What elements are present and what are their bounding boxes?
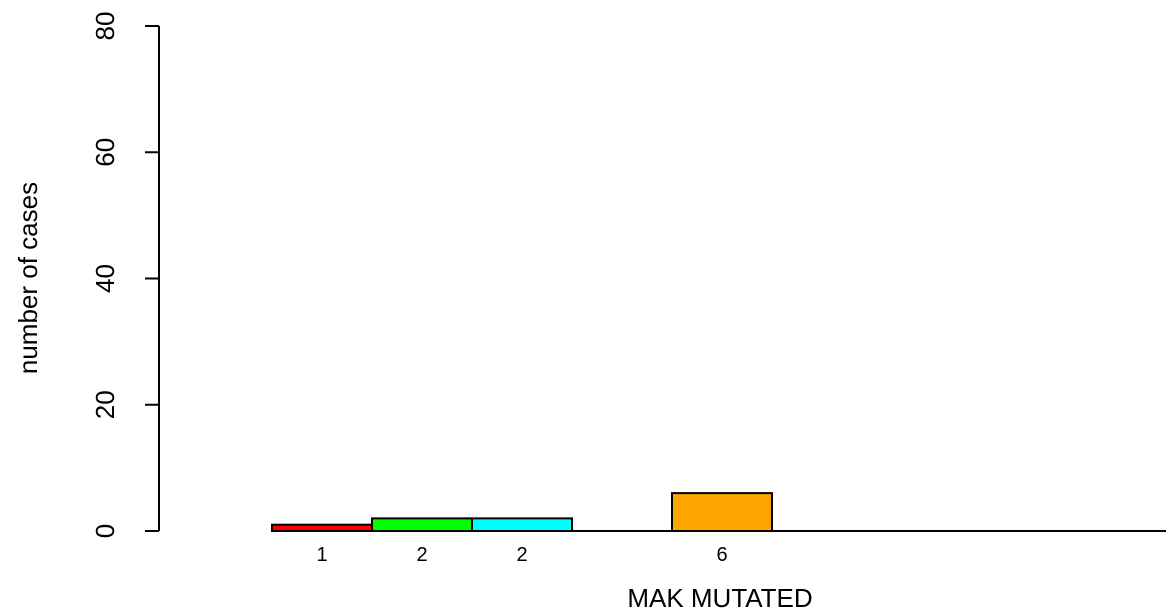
y-tick-label: 80 [90, 12, 120, 41]
bar [371, 517, 473, 532]
y-tick-label: 20 [90, 390, 120, 419]
bar-value-label: 2 [516, 544, 527, 566]
bar-value-label: 2 [416, 544, 427, 566]
y-axis: 0 20 40 60 80 [90, 12, 160, 538]
y-axis-label: number of cases [13, 182, 43, 374]
bar-value-label: 6 [716, 544, 727, 566]
y-tick-label: 40 [90, 264, 120, 293]
bar-value-label: 1 [316, 544, 327, 566]
x-axis-label: MAK MUTATED [627, 583, 812, 613]
y-tick-label: 60 [90, 138, 120, 167]
bar-value-labels: 1 2 2 6 [316, 544, 727, 566]
bar [671, 492, 773, 532]
y-tick-label: 0 [90, 524, 120, 538]
bar [471, 517, 573, 532]
bars [271, 492, 773, 532]
